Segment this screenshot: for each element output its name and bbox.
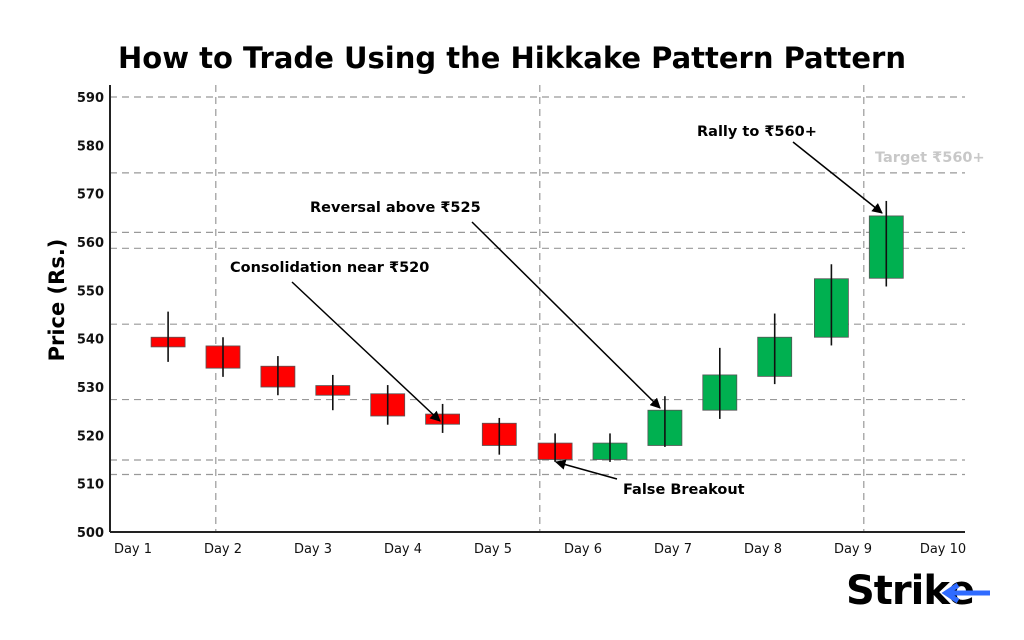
y-tick-labels: 500 510 520 530 540 550 560 570 580 590 [77, 91, 104, 541]
x-tick-label: Day 10 [920, 542, 966, 557]
candle-bearish [370, 385, 406, 425]
x-tick-label: Day 9 [834, 542, 872, 557]
x-tick-label: Day 6 [564, 542, 602, 557]
y-tick-label: 510 [77, 478, 104, 493]
y-tick-label: 590 [77, 91, 104, 106]
y-tick-label: 580 [77, 139, 104, 154]
x-tick-label: Day 5 [474, 542, 512, 557]
annotation-false-breakout: False Breakout [623, 482, 745, 498]
y-tick-label: 540 [77, 333, 104, 348]
candle-bullish [757, 313, 793, 385]
candle-bullish [868, 200, 904, 287]
candle-bearish [481, 417, 517, 455]
candle-bearish [205, 337, 241, 377]
annotation-rally: Rally to ₹560+ [697, 124, 817, 140]
y-tick-label: 520 [77, 429, 104, 444]
x-tick-label: Day 4 [384, 542, 422, 557]
candle-bullish [592, 433, 628, 462]
arrow-false-breakout [554, 459, 618, 480]
arrow-consolidation [291, 281, 441, 422]
candle-bearish [315, 374, 351, 411]
y-tick-label: 550 [77, 284, 104, 299]
x-tick-label: Day 7 [654, 542, 692, 557]
candle-bullish [647, 396, 683, 447]
y-tick-label: 530 [77, 381, 104, 396]
annotation-consolidation: Consolidation near ₹520 [230, 260, 429, 276]
candle-bearish [260, 356, 296, 396]
chart-title: How to Trade Using the Hikkake Pattern P… [118, 41, 906, 75]
y-tick-label: 500 [77, 526, 104, 541]
annotation-reversal: Reversal above ₹525 [310, 200, 481, 216]
candles [150, 200, 904, 462]
strike-logo: Strike [846, 568, 990, 614]
annotations: Consolidation near ₹520 Reversal above ₹… [230, 124, 985, 498]
x-tick-label: Day 8 [744, 542, 782, 557]
axes [109, 85, 965, 533]
x-tick-label: Day 2 [204, 542, 242, 557]
x-tick-label: Day 1 [114, 542, 152, 557]
arrow-reversal [471, 221, 661, 409]
level-lines [110, 85, 965, 532]
candle-bullish [814, 264, 849, 346]
y-tick-label: 560 [77, 236, 104, 251]
candle-bearish [425, 403, 461, 433]
candle-bearish [150, 311, 186, 362]
x-tick-labels: Day 1 Day 2 Day 3 Day 4 Day 5 Day 6 Day 7 Day 8… [114, 542, 966, 557]
annotation-target: Target ₹560+ [875, 150, 985, 166]
x-tick-label: Day 3 [294, 542, 332, 557]
arrow-rally [792, 141, 883, 214]
candle-bearish [537, 433, 573, 462]
y-axis-label: Price (Rs.) [45, 239, 69, 362]
candle-bullish [702, 347, 738, 419]
logo-arrow-icon [941, 582, 990, 604]
y-tick-label: 570 [77, 188, 104, 203]
